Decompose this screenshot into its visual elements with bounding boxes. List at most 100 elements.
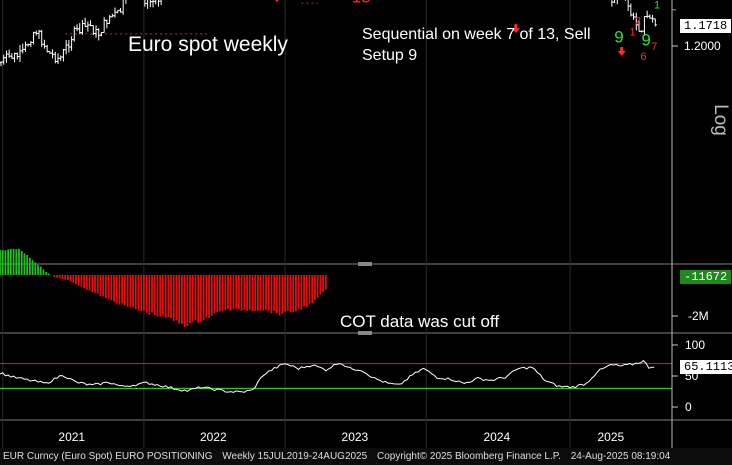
cot-bar <box>91 275 94 292</box>
osc-y-tick-label: 0 <box>685 400 692 414</box>
cot-bar <box>194 275 197 321</box>
cot-bar <box>75 275 77 284</box>
cot-bar <box>47 273 50 275</box>
price-bar <box>80 20 85 35</box>
cot-bar <box>26 254 29 275</box>
cot-bar <box>132 275 134 308</box>
cot-bar <box>202 275 205 321</box>
cot-bar <box>273 275 276 312</box>
footer-ticker: EUR Curncy (Euro Spot) EURO POSITIONING <box>3 451 213 462</box>
cot-bar <box>295 275 297 312</box>
price-bar <box>146 0 149 9</box>
cot-bar <box>213 275 216 314</box>
cot-bar <box>259 275 262 311</box>
cot-bar <box>216 275 219 313</box>
price-bar <box>61 48 66 62</box>
axes: 1.00001.10001.2000Log-2M0501002021202220… <box>58 0 731 448</box>
cot-bar <box>164 275 167 318</box>
cot-bars <box>0 248 327 328</box>
cot-bar <box>110 275 113 301</box>
cot-bar <box>31 260 34 275</box>
cot-bar <box>208 275 210 318</box>
cot-bar <box>53 275 56 278</box>
cot-bar <box>210 275 213 316</box>
cot-bar <box>12 248 15 275</box>
signal-arrow-down <box>617 46 626 56</box>
cot-bar <box>232 275 235 310</box>
cot-bar <box>311 275 314 304</box>
cot-bar <box>156 275 159 317</box>
sequential-count-red: 2 <box>635 15 641 27</box>
cot-bar <box>170 275 172 319</box>
price-bar <box>86 21 90 32</box>
signal-arrow-down <box>511 24 520 34</box>
cot-bar <box>80 275 83 287</box>
cot-bar <box>45 272 48 275</box>
price-bar <box>67 39 71 53</box>
x-tick-label: 2023 <box>342 430 369 444</box>
sequential-count-green: 9 <box>641 30 650 49</box>
price-bar <box>105 19 109 29</box>
cot-bar <box>153 275 156 316</box>
cot-bar <box>224 275 227 311</box>
cot-bar <box>265 275 267 310</box>
price-bar <box>18 45 22 63</box>
price-bar <box>159 0 162 5</box>
price-bar <box>624 0 626 1</box>
cot-bar <box>240 275 243 311</box>
chart-title: Euro spot weekly <box>128 33 288 56</box>
cot-bar <box>248 275 251 311</box>
cot-bar <box>197 275 200 323</box>
cot-bar <box>251 275 254 312</box>
cot-bar <box>94 275 96 293</box>
cot-bar <box>137 275 140 311</box>
cot-bar <box>297 275 300 309</box>
price-bar <box>69 36 74 51</box>
cot-bar <box>308 275 311 304</box>
cot-bar <box>56 275 58 278</box>
cot-bar <box>186 275 189 326</box>
cot-bar <box>121 275 124 304</box>
cot-bar <box>286 275 289 311</box>
cot-bar <box>229 275 232 311</box>
sequential-count-red: 1 <box>630 26 636 38</box>
cot-bar <box>292 275 295 313</box>
cot-bar <box>58 275 61 279</box>
cot-bar <box>305 275 308 308</box>
cot-bar <box>314 275 316 301</box>
cot-bar <box>257 275 259 311</box>
cot-bar <box>15 249 18 275</box>
cot-last-value-tag: -11672 <box>680 270 732 285</box>
price-bar <box>42 39 47 49</box>
cot-bar <box>34 262 37 275</box>
price-bar <box>31 31 36 45</box>
price-bar <box>97 28 101 41</box>
cot-bar <box>18 248 20 275</box>
cot-bar <box>300 275 303 310</box>
price-bar <box>653 18 657 27</box>
price-bar <box>615 0 618 5</box>
cot-bar <box>316 275 319 298</box>
cot-bar <box>175 275 178 321</box>
sequential-count-red: 7 <box>651 41 657 53</box>
panel-handle-cot <box>358 331 372 335</box>
cot-bar <box>37 264 39 275</box>
price-bar <box>94 25 98 38</box>
cot-bar <box>39 266 42 275</box>
cot-bar <box>262 275 265 311</box>
oscillator-last-value-tag: 65.1113 <box>680 359 732 374</box>
cot-bar <box>159 275 162 317</box>
footer-bar: EUR Curncy (Euro Spot) EURO POSITIONING … <box>0 448 732 465</box>
price-bar <box>15 52 19 60</box>
cot-bar <box>66 275 69 280</box>
cot-bar <box>180 275 183 324</box>
cot-bar <box>267 275 270 312</box>
footer-timestamp: 24-Aug-2025 08:19:04 <box>570 451 671 462</box>
oscillator-panel <box>0 359 672 393</box>
cot-bar <box>64 275 67 280</box>
price-bar <box>102 17 106 34</box>
price-bar <box>612 0 617 3</box>
x-tick-label: 2021 <box>58 430 85 444</box>
cot-bar <box>123 275 126 306</box>
